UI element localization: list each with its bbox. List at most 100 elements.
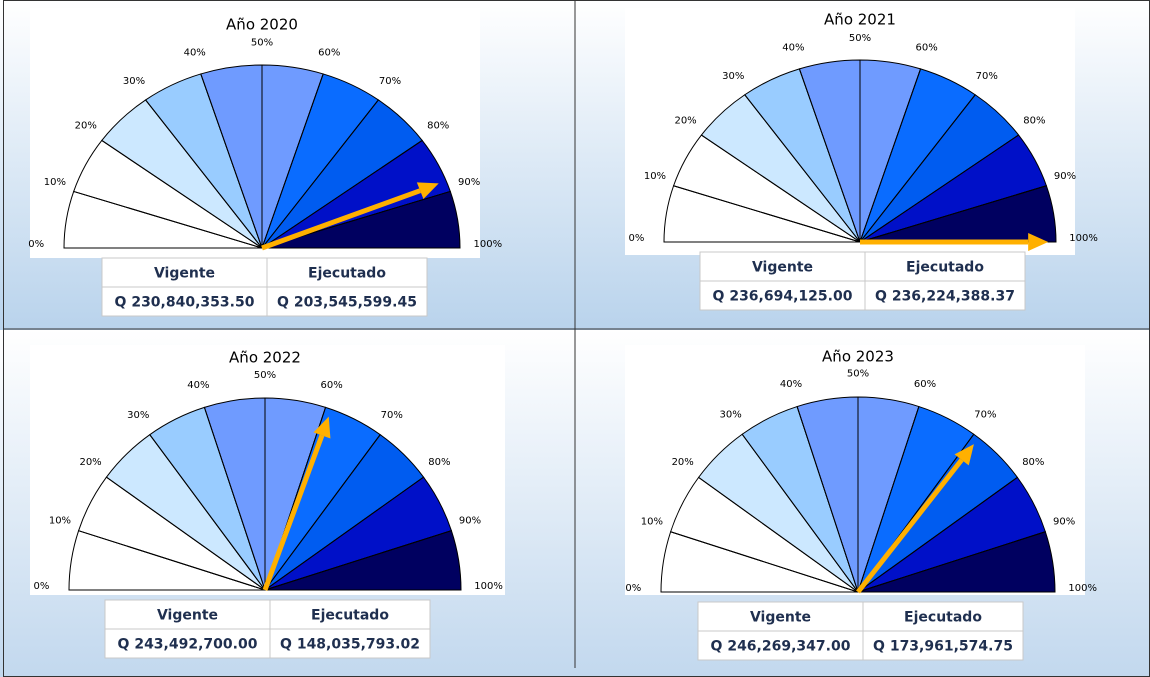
tick-label: 70% <box>381 410 403 421</box>
tick-label: 40% <box>782 43 804 54</box>
tick-line <box>859 185 1047 243</box>
tick-line <box>857 531 1046 593</box>
tick-line <box>78 530 266 591</box>
table-header: Ejecutado <box>906 260 984 276</box>
tick-label: 20% <box>79 457 101 468</box>
tick-label: 30% <box>720 409 742 420</box>
tick-label: 90% <box>1054 171 1076 182</box>
table-header: Vigente <box>157 608 218 624</box>
tick-label: 100% <box>1069 233 1098 244</box>
tick-label: 20% <box>672 457 694 468</box>
chart-title: Año 2021 <box>824 11 896 29</box>
tick-label: 60% <box>318 48 340 59</box>
tick-line <box>701 134 861 243</box>
tick-line <box>73 190 263 249</box>
tick-line <box>859 134 1019 243</box>
table-header: Vigente <box>750 610 811 626</box>
tick-line <box>670 531 859 593</box>
tick-label: 100% <box>1068 583 1097 594</box>
table-header: Ejecutado <box>308 266 386 282</box>
chart-title: Año 2022 <box>229 349 301 367</box>
tick-label: 0% <box>28 239 44 250</box>
tick-label: 100% <box>474 581 503 592</box>
needle <box>856 458 964 594</box>
tick-label: 80% <box>427 121 449 132</box>
tick-label: 70% <box>974 409 996 420</box>
chart-title: Año 2023 <box>822 348 894 366</box>
tick-label: 0% <box>33 581 49 592</box>
tick-line <box>264 530 452 591</box>
tick-line <box>200 73 263 249</box>
tick-line <box>264 434 381 591</box>
tick-label: 50% <box>254 370 276 381</box>
tick-label: 70% <box>379 76 401 87</box>
table-header: Vigente <box>154 266 215 282</box>
tick-line <box>859 94 976 243</box>
tick-label: 90% <box>458 177 480 188</box>
tick-line <box>796 406 859 593</box>
tick-line <box>857 476 1018 593</box>
tick-line <box>798 68 861 243</box>
tick-label: 30% <box>127 410 149 421</box>
needle-head <box>313 416 331 439</box>
tick-line <box>261 140 423 249</box>
tick-label: 40% <box>184 48 206 59</box>
tick-label: 20% <box>674 115 696 126</box>
tick-label: 80% <box>1023 115 1045 126</box>
tick-line <box>857 406 920 593</box>
tick-line <box>673 185 861 243</box>
tick-label: 30% <box>123 76 145 87</box>
tick-line <box>698 476 859 593</box>
table-value: Q 246,269,347.00 <box>711 639 851 655</box>
tick-label: 80% <box>1022 457 1044 468</box>
tick-label: 50% <box>251 38 273 49</box>
tick-label: 0% <box>625 583 641 594</box>
tick-line <box>264 476 424 591</box>
tick-label: 10% <box>44 177 66 188</box>
tick-label: 10% <box>644 171 666 182</box>
tick-line <box>203 407 266 591</box>
table-header: Vigente <box>752 260 813 276</box>
tick-label: 0% <box>628 233 644 244</box>
table-value: Q 243,492,700.00 <box>118 637 258 653</box>
table-value: Q 148,035,793.02 <box>280 637 420 653</box>
table-value: Q 203,545,599.45 <box>277 295 417 311</box>
tick-line <box>261 73 324 249</box>
needle-head <box>1028 233 1049 251</box>
tick-line <box>744 94 861 243</box>
tick-label: 40% <box>780 379 802 390</box>
needle-head <box>416 182 439 200</box>
tick-label: 90% <box>1053 517 1075 528</box>
tick-label: 10% <box>641 517 663 528</box>
needle <box>262 434 325 591</box>
tick-label: 10% <box>49 516 71 527</box>
tick-line <box>741 433 859 593</box>
table-value: Q 236,694,125.00 <box>713 289 853 305</box>
table-header: Ejecutado <box>311 608 389 624</box>
table-header: Ejecutado <box>904 610 982 626</box>
tick-label: 60% <box>321 380 343 391</box>
tick-line <box>859 68 922 243</box>
tick-label: 70% <box>976 71 998 82</box>
needle <box>261 188 421 251</box>
table-value: Q 173,961,574.75 <box>873 639 1013 655</box>
tick-label: 40% <box>187 380 209 391</box>
tick-label: 60% <box>914 379 936 390</box>
tick-line <box>149 434 266 591</box>
tick-label: 100% <box>474 239 503 250</box>
chart-title: Año 2020 <box>226 16 298 34</box>
tick-label: 60% <box>916 43 938 54</box>
tick-line <box>145 99 263 249</box>
needle-head <box>954 444 974 466</box>
tick-label: 90% <box>459 516 481 527</box>
tick-label: 80% <box>428 457 450 468</box>
table-value: Q 230,840,353.50 <box>115 295 255 311</box>
tick-line <box>101 140 263 249</box>
tick-label: 50% <box>847 369 869 380</box>
tick-label: 20% <box>75 121 97 132</box>
tick-line <box>261 99 379 249</box>
tick-line <box>106 476 266 591</box>
tick-label: 50% <box>849 33 871 44</box>
tick-label: 30% <box>722 71 744 82</box>
